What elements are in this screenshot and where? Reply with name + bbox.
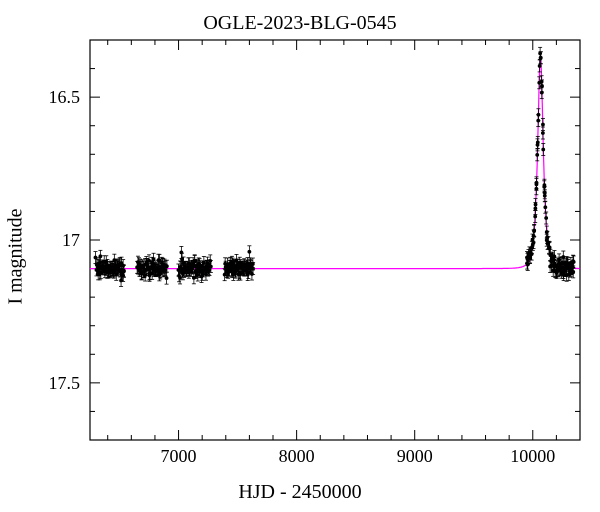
plot-svg: 7000 8000 9000 10000 16.5 17 17.5	[0, 0, 600, 512]
svg-text:17: 17	[62, 230, 80, 250]
svg-text:17.5: 17.5	[49, 373, 81, 393]
chart-container: OGLE-2023-BLG-0545 I magnitude HJD - 245…	[0, 0, 600, 512]
svg-text:9000: 9000	[397, 446, 433, 466]
svg-text:16.5: 16.5	[49, 87, 81, 107]
svg-text:7000: 7000	[161, 446, 197, 466]
svg-text:8000: 8000	[279, 446, 315, 466]
svg-text:10000: 10000	[510, 446, 555, 466]
